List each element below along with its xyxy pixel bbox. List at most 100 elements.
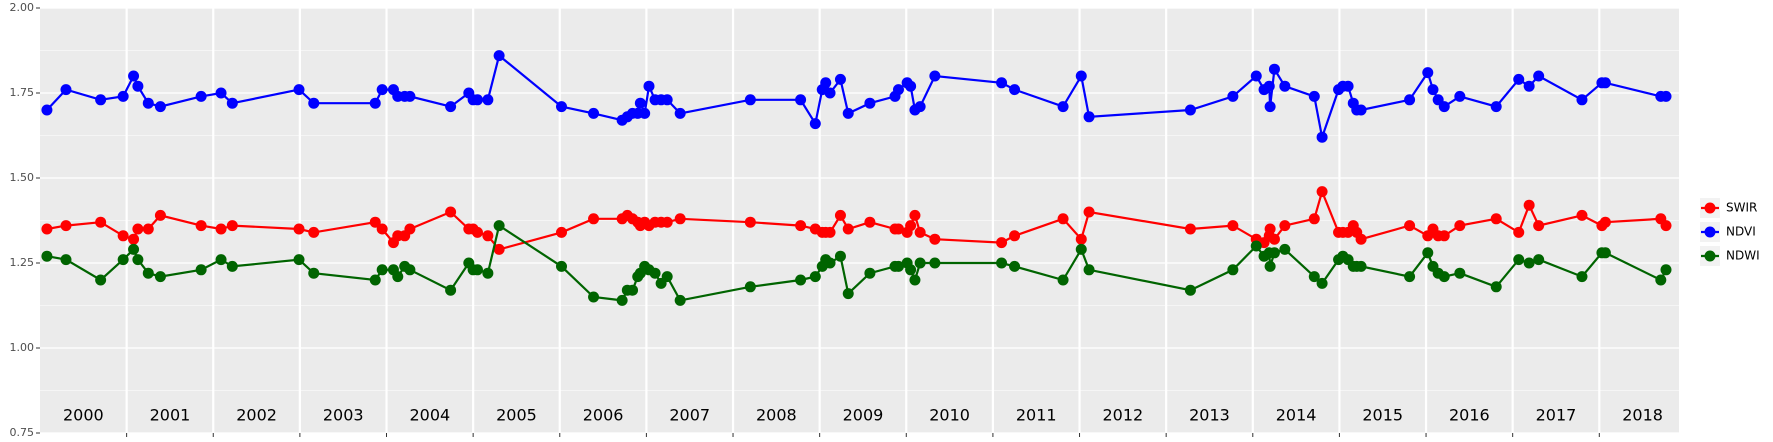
- y-tick-label: 2.00: [10, 1, 35, 14]
- data-point: [1576, 94, 1588, 106]
- data-point: [744, 216, 756, 228]
- data-point: [1660, 220, 1672, 232]
- data-point: [1438, 101, 1450, 113]
- data-point: [1009, 84, 1021, 96]
- data-point: [1075, 233, 1087, 245]
- data-point: [627, 284, 639, 296]
- data-point: [471, 94, 483, 106]
- data-point: [1184, 284, 1196, 296]
- data-point: [95, 274, 107, 286]
- data-point: [128, 70, 140, 82]
- data-point: [929, 257, 941, 269]
- data-point: [1308, 90, 1320, 102]
- data-point: [215, 223, 227, 235]
- data-point: [996, 77, 1008, 89]
- data-point: [1075, 243, 1087, 255]
- data-point: [1404, 220, 1416, 232]
- data-point: [308, 97, 320, 109]
- data-point: [588, 291, 600, 303]
- year-label: 2010: [929, 406, 970, 425]
- data-point: [1083, 111, 1095, 123]
- data-point: [864, 267, 876, 279]
- data-point: [1264, 260, 1276, 272]
- data-point: [41, 104, 53, 116]
- data-point: [996, 237, 1008, 249]
- data-point: [132, 223, 144, 235]
- data-point: [60, 84, 72, 96]
- data-point: [1427, 84, 1439, 96]
- data-point: [1184, 104, 1196, 116]
- data-point: [308, 226, 320, 238]
- data-point: [1490, 213, 1502, 225]
- data-point: [1438, 230, 1450, 242]
- data-point: [1355, 260, 1367, 272]
- data-point: [1279, 80, 1291, 92]
- year-label: 2000: [63, 406, 104, 425]
- legend-key-point: [1704, 250, 1716, 262]
- data-point: [556, 226, 567, 238]
- data-point: [824, 257, 836, 269]
- data-point: [195, 220, 207, 232]
- data-point: [905, 80, 917, 92]
- year-label: 2006: [583, 406, 624, 425]
- data-point: [864, 216, 876, 228]
- data-point: [1184, 223, 1196, 235]
- data-point: [128, 233, 140, 245]
- data-point: [404, 264, 416, 276]
- legend-label: SWIR: [1726, 201, 1757, 215]
- data-point: [929, 233, 941, 245]
- data-point: [369, 216, 381, 228]
- data-point: [1422, 67, 1434, 79]
- data-point: [215, 87, 227, 99]
- data-point: [914, 226, 926, 238]
- year-label: 2016: [1449, 406, 1490, 425]
- data-point: [834, 73, 846, 85]
- year-label: 2017: [1536, 406, 1577, 425]
- data-point: [1599, 77, 1611, 89]
- y-tick-label: 1.50: [10, 171, 35, 184]
- year-label: 2018: [1622, 406, 1663, 425]
- data-point: [914, 101, 926, 113]
- data-point: [369, 97, 381, 109]
- data-point: [834, 250, 846, 262]
- data-point: [795, 274, 807, 286]
- data-point: [809, 118, 821, 130]
- data-point: [1454, 220, 1466, 232]
- data-point: [842, 223, 854, 235]
- data-point: [1264, 223, 1276, 235]
- data-point: [1227, 90, 1239, 102]
- data-point: [1083, 206, 1095, 218]
- year-label: 2004: [409, 406, 450, 425]
- data-point: [1660, 90, 1672, 102]
- data-point: [117, 90, 129, 102]
- data-point: [1308, 271, 1320, 283]
- data-point: [482, 94, 494, 106]
- data-point: [639, 107, 651, 119]
- legend-label: NDWI: [1726, 249, 1760, 263]
- data-point: [744, 94, 756, 106]
- data-point: [1404, 271, 1416, 283]
- data-point: [809, 271, 821, 283]
- data-point: [588, 213, 600, 225]
- data-point: [643, 80, 655, 92]
- y-tick-label: 1.25: [10, 256, 35, 269]
- data-point: [1316, 131, 1328, 143]
- data-point: [914, 257, 926, 269]
- y-tick-label: 0.75: [10, 426, 35, 439]
- data-point: [1279, 243, 1291, 255]
- data-point: [95, 94, 107, 106]
- data-point: [1355, 104, 1367, 116]
- data-point: [1268, 247, 1280, 259]
- data-point: [588, 107, 600, 119]
- data-point: [1355, 233, 1367, 245]
- y-tick-label: 1.75: [10, 86, 35, 99]
- data-point: [674, 213, 686, 225]
- data-point: [404, 223, 416, 235]
- data-point: [445, 101, 457, 113]
- data-point: [834, 209, 846, 221]
- year-label: 2007: [669, 406, 710, 425]
- data-point: [117, 230, 129, 242]
- data-point: [1279, 220, 1291, 232]
- year-label: 2014: [1276, 406, 1317, 425]
- data-point: [1057, 274, 1069, 286]
